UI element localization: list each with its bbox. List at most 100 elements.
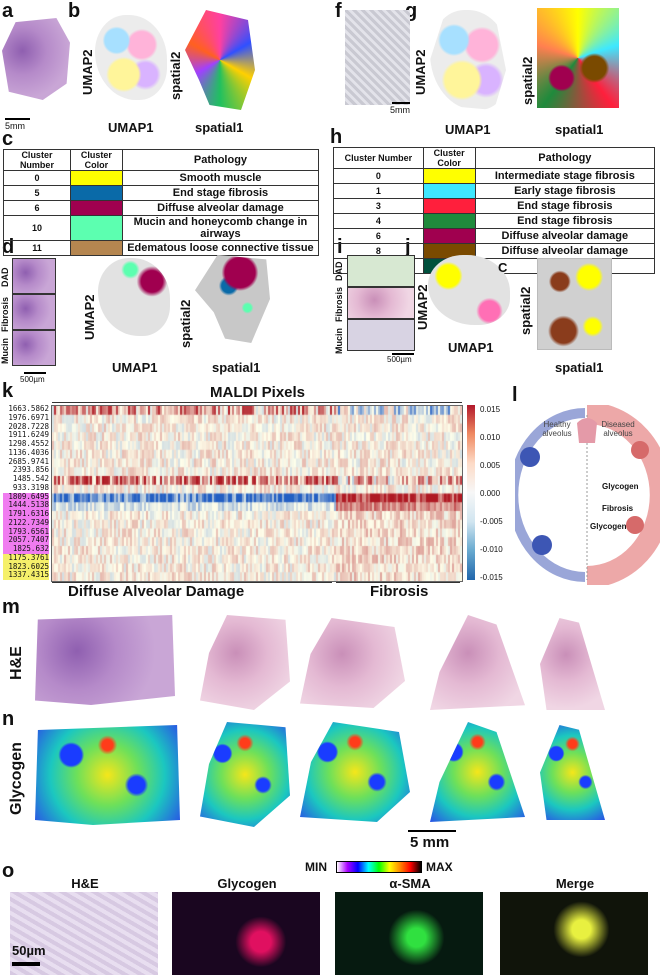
glycogen-section-4: [430, 722, 525, 822]
label-glycogen: Glycogen: [602, 482, 639, 491]
header-cluster-number: Cluster Number: [333, 147, 424, 169]
colorbar-tick: 0.015: [480, 405, 501, 414]
heatmap-row-label: 1298.4552: [8, 439, 49, 448]
healthy-cell: [520, 447, 540, 467]
label-mucin: Mucin: [334, 328, 344, 354]
panel-label-c: c: [2, 128, 14, 150]
label-diseased-alveolus: Diseased alveolus: [601, 420, 635, 438]
healthy-alveolus-wall: [515, 408, 586, 582]
table-row: 4 End stage fibrosis: [333, 213, 656, 229]
axis-label-spatial1: spatial1: [555, 122, 604, 137]
axis-label-umap1: UMAP1: [112, 360, 158, 375]
scale-bar: [5, 118, 30, 120]
he-section-1: [35, 615, 175, 705]
glycogen-section-2: [200, 722, 290, 827]
panel-label-l: l: [512, 384, 518, 406]
glycogen-micrograph: [172, 892, 320, 975]
header-pathology: Pathology: [121, 149, 320, 171]
umap-plot-b: [95, 15, 167, 100]
cluster-number: 11: [3, 240, 71, 256]
scale-label: 500µm: [20, 375, 45, 384]
group-label-dad: Diffuse Alveolar Damage: [68, 583, 245, 600]
he-section-5: [540, 618, 605, 710]
label-glycogen: Glycogen: [590, 522, 627, 531]
panel-label-k: k: [2, 380, 14, 402]
table-row: 1 Early stage fibrosis: [333, 183, 656, 199]
axis-label-spatial1: spatial1: [555, 360, 604, 375]
colorbar-tick: -0.010: [480, 545, 503, 554]
pathology: Mucin and honeycomb change in airways: [121, 215, 320, 241]
pathology: End stage fibrosis: [474, 213, 656, 229]
umap-plot-j: [428, 255, 510, 325]
heatmap-colorbar: [467, 405, 475, 580]
group-bracket-dad: [52, 582, 332, 583]
panel-label-h: h: [330, 126, 343, 148]
heatmap-row-label: 1976.6971: [8, 412, 49, 422]
row-label-he: H&E: [8, 646, 25, 680]
axis-label-spatial1: spatial1: [195, 120, 244, 135]
heatmap-row-label: 1136.4036: [8, 447, 49, 457]
group-bracket-top: [52, 402, 462, 403]
table-row: 10 Mucin and honeycomb change in airways: [3, 215, 320, 241]
diseased-cell: [626, 516, 644, 534]
scale-label: 500µm: [387, 355, 412, 364]
diseased-alveolus-wall: [586, 405, 660, 585]
umap-plot-g: [430, 10, 506, 110]
panel-label-o: o: [2, 860, 15, 882]
pathology: End stage fibrosis: [121, 185, 320, 201]
pathology: Diffuse alveolar damage: [474, 228, 656, 244]
heatmap-row-label: 1791.6316: [3, 509, 49, 519]
mucin-image: [12, 330, 56, 366]
lung-icon: [577, 418, 597, 443]
diseased-cell: [631, 441, 649, 459]
table-row: 6 Diffuse alveolar damage: [333, 228, 656, 244]
axis-label-spatial2: spatial2: [518, 286, 533, 335]
heatmap-row-labels: 1663.5862 1976.6971 2028.7228 1911.6249 1298…: [3, 404, 49, 580]
he-tissue-image-f: [345, 10, 410, 105]
axis-label-umap2: UMAP2: [413, 49, 428, 95]
heatmap-row-label: 1175.3761: [3, 553, 49, 563]
intensity-colorbar: [336, 861, 422, 873]
axis-label-umap2: UMAP2: [82, 294, 97, 340]
cluster-number: 4: [333, 213, 424, 229]
label-dad: DAD: [0, 267, 10, 288]
colorbar-tick: -0.005: [480, 517, 503, 526]
cluster-number: 10: [3, 215, 71, 241]
colorbar-tick: 0.005: [480, 461, 501, 470]
healthy-cell: [532, 535, 552, 555]
heatmap-row-label: 2057.7407: [3, 535, 49, 545]
pathology: Intermediate stage fibrosis: [474, 168, 656, 184]
colorbar-tick: 0.000: [480, 489, 501, 498]
axis-label-umap1: UMAP1: [445, 122, 491, 137]
table-row: 0 Smooth muscle: [3, 170, 320, 186]
heatmap-row-label: 2028.7228: [8, 421, 49, 431]
group-bracket-fibrosis: [336, 582, 460, 583]
heatmap-row-label: 2685.9741: [8, 456, 49, 466]
umap-plot-e: [98, 258, 170, 336]
heatmap-title: MALDI Pixels: [210, 384, 306, 401]
pathology: End stage fibrosis: [474, 198, 656, 214]
cluster-color-swatch: [69, 170, 123, 186]
he-section-3: [300, 618, 405, 708]
scale-bar: [408, 830, 456, 832]
heatmap-row-label: 933.3198: [12, 482, 49, 492]
cluster-number: 1: [333, 183, 424, 199]
cluster-table-c: Cluster Number Cluster Color Pathology 0 Sm…: [3, 149, 320, 256]
alveolus-diagram: [515, 405, 660, 585]
scale-bar: [392, 353, 414, 355]
axis-label-spatial2: spatial2: [178, 299, 193, 348]
header-cluster-color: Cluster Color: [69, 149, 123, 171]
axis-label-umap1: UMAP1: [108, 120, 154, 135]
glycogen-section-5: [540, 725, 605, 820]
pathology: Smooth muscle: [121, 170, 320, 186]
label-healthy-alveolus: Healthy alveolus: [542, 420, 572, 438]
scale-bar: [12, 962, 40, 966]
heatmap-row-label: 1825.632: [3, 544, 49, 554]
mucin-image: [347, 319, 415, 351]
cluster-color-swatch: [422, 198, 476, 214]
label-mucin: Mucin: [0, 338, 10, 364]
axis-label-spatial1: spatial1: [212, 360, 261, 375]
header-cluster-color: Cluster Color: [422, 147, 476, 169]
scale-label: 5mm: [390, 105, 410, 115]
colorbar-min-label: MIN: [305, 860, 327, 874]
